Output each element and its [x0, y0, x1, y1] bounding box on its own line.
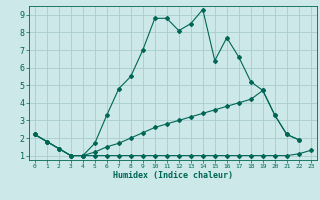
X-axis label: Humidex (Indice chaleur): Humidex (Indice chaleur) — [113, 171, 233, 180]
